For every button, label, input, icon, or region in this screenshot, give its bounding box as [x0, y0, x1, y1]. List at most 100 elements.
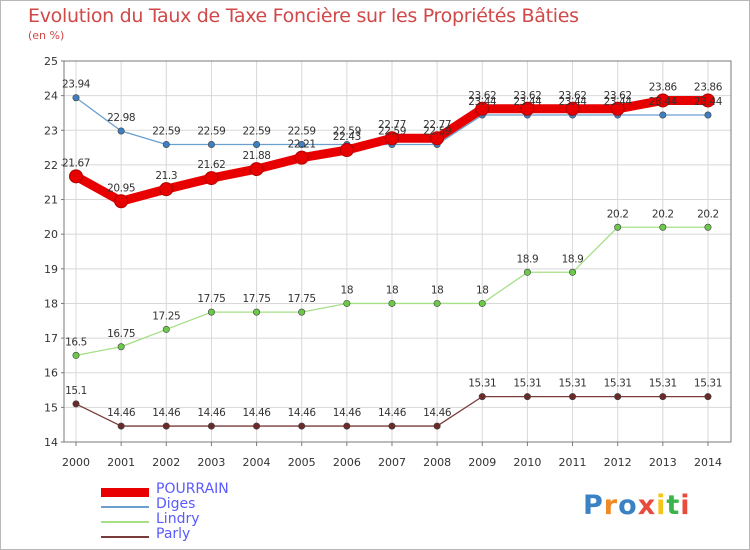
data-label-lindry: 18: [431, 284, 444, 296]
legend-label: Lindry: [156, 511, 200, 527]
data-label-lindry: 20.2: [607, 208, 629, 220]
data-label-pourrain: 21.67: [62, 157, 90, 169]
data-label-lindry: 20.2: [652, 208, 674, 220]
data-point-pourrain: [475, 101, 490, 116]
y-tick-label: 19: [44, 263, 58, 276]
data-point-lindry: [72, 351, 80, 359]
data-point-lindry: [569, 268, 577, 276]
logo-letter: o: [618, 490, 638, 521]
data-label-parly: 14.46: [333, 407, 362, 419]
data-label-lindry: 17.25: [152, 310, 180, 322]
data-point-pourrain: [114, 194, 129, 209]
data-point-lindry: [478, 299, 486, 307]
data-label-pourrain: 21.88: [243, 150, 271, 162]
data-label-parly: 14.46: [152, 407, 181, 419]
y-tick-label: 24: [44, 90, 58, 103]
x-tick-label: 2000: [62, 456, 90, 469]
legend-swatch: [101, 487, 149, 497]
x-tick-label: 2002: [152, 456, 180, 469]
y-tick-label: 22: [44, 159, 58, 172]
x-tick-label: 2013: [649, 456, 677, 469]
data-label-parly: 15.31: [513, 378, 541, 390]
data-label-parly: 14.46: [378, 407, 407, 419]
x-tick-label: 2006: [333, 456, 361, 469]
data-label-diges: 23.44: [649, 96, 678, 108]
data-label-lindry: 16.5: [65, 336, 87, 348]
data-label-parly: 15.1: [65, 385, 87, 397]
data-point-parly: [207, 422, 215, 430]
x-tick-label: 2012: [604, 456, 632, 469]
data-label-parly: 14.46: [423, 407, 452, 419]
data-point-pourrain: [249, 162, 264, 177]
data-label-parly: 15.31: [694, 378, 722, 390]
data-label-parly: 15.31: [468, 378, 496, 390]
logo-letter: x: [637, 490, 657, 521]
data-label-pourrain: 22.43: [333, 131, 361, 143]
data-label-lindry: 17.75: [197, 293, 225, 305]
data-point-pourrain: [339, 143, 354, 158]
plot-border: [63, 60, 732, 443]
logo-letter: r: [603, 490, 619, 521]
data-point-pourrain: [294, 150, 309, 165]
data-label-pourrain: 23.86: [649, 81, 678, 93]
data-point-diges: [162, 140, 170, 148]
y-tick-label: 20: [44, 228, 58, 241]
data-label-lindry: 20.2: [697, 208, 719, 220]
data-point-parly: [298, 422, 306, 430]
data-point-parly: [614, 393, 622, 401]
x-tick-label: 2011: [559, 456, 587, 469]
data-label-lindry: 17.75: [288, 293, 316, 305]
data-point-diges: [253, 140, 261, 148]
data-point-parly: [523, 393, 531, 401]
data-label-parly: 14.46: [288, 407, 317, 419]
data-label-diges: 23.94: [62, 79, 91, 91]
chart-title: Evolution du Taux de Taxe Foncière sur l…: [28, 5, 579, 27]
data-point-parly: [388, 422, 396, 430]
logo-letter: t: [666, 490, 681, 521]
data-point-pourrain: [700, 93, 715, 108]
data-point-lindry: [388, 299, 396, 307]
data-point-pourrain: [565, 101, 580, 116]
legend-swatch: [101, 536, 149, 538]
x-tick-label: 2001: [107, 456, 135, 469]
chart-unit-label: (en %): [28, 29, 65, 42]
data-label-diges: 23.44: [559, 96, 588, 108]
data-point-parly: [433, 422, 441, 430]
legend-label: Parly: [156, 526, 191, 542]
data-point-parly: [704, 393, 712, 401]
data-point-pourrain: [69, 169, 83, 184]
data-label-parly: 15.31: [604, 378, 632, 390]
data-point-pourrain: [204, 171, 219, 186]
data-point-diges: [117, 127, 125, 135]
y-tick-label: 21: [44, 194, 58, 207]
data-point-pourrain: [655, 93, 670, 108]
data-point-pourrain: [430, 131, 445, 146]
x-tick-label: 2008: [423, 456, 451, 469]
legend-swatch: [101, 506, 149, 508]
data-point-lindry: [614, 223, 622, 231]
data-label-parly: 15.31: [649, 378, 677, 390]
data-label-parly: 14.46: [197, 407, 226, 419]
data-point-lindry: [433, 299, 441, 307]
data-label-diges: 22.59: [423, 125, 451, 137]
data-label-lindry: 18: [476, 284, 489, 296]
data-label-diges: 22.59: [197, 125, 225, 137]
data-point-lindry: [298, 308, 306, 316]
x-tick-label: 2004: [243, 456, 271, 469]
data-point-parly: [162, 422, 170, 430]
data-point-parly: [117, 422, 125, 430]
y-tick-label: 18: [44, 297, 58, 310]
data-point-pourrain: [159, 182, 174, 197]
data-point-pourrain: [520, 101, 535, 116]
data-label-pourrain: 21.62: [197, 159, 225, 171]
proxiti-logo: Proxiti: [583, 490, 691, 521]
data-point-pourrain: [384, 131, 399, 146]
data-label-parly: 14.46: [107, 407, 136, 419]
x-tick-label: 2014: [694, 456, 722, 469]
data-point-diges: [704, 111, 712, 119]
data-label-lindry: 18.9: [562, 253, 584, 265]
data-label-pourrain: 22.77: [378, 119, 406, 131]
x-tick-label: 2010: [513, 456, 541, 469]
